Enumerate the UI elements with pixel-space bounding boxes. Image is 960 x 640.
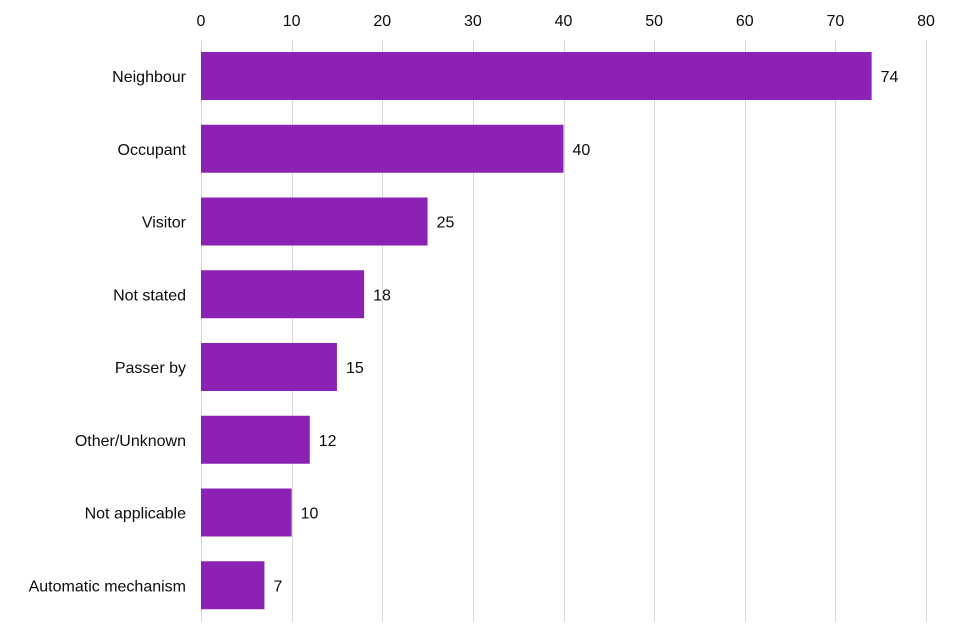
bar (201, 124, 564, 173)
data-label: 12 (319, 433, 337, 450)
x-tick-label: 60 (736, 13, 754, 30)
data-label: 10 (301, 506, 319, 523)
x-tick-label: 30 (464, 13, 482, 30)
category-label: Not applicable (85, 506, 187, 523)
data-label: 40 (573, 142, 591, 159)
x-tick-label: 80 (917, 13, 935, 30)
bar (201, 561, 265, 610)
bar (201, 343, 337, 391)
x-tick-label: 50 (645, 13, 663, 30)
category-label: Automatic mechanism (29, 578, 186, 595)
category-label: Passer by (115, 360, 186, 377)
data-labels: 74 40 25 18 15 12 10 7 (273, 69, 898, 595)
x-tick-label: 70 (826, 13, 844, 30)
bar (201, 270, 365, 319)
category-label: Not stated (113, 287, 186, 304)
x-tick-label: 0 (197, 13, 206, 30)
category-label: Occupant (118, 142, 187, 159)
x-tick-label: 10 (283, 13, 301, 30)
bars (201, 52, 872, 610)
data-label: 7 (273, 578, 282, 595)
category-label: Other/Unknown (75, 433, 186, 450)
bar (201, 415, 310, 464)
x-tick-label: 20 (373, 13, 391, 30)
category-labels: Neighbour Occupant Visitor Not stated Passer… (29, 69, 187, 595)
data-label: 15 (346, 360, 364, 377)
category-label: Visitor (142, 215, 187, 232)
data-label: 18 (373, 287, 391, 304)
x-axis-ticks: 0 10 20 30 40 50 60 70 80 (197, 13, 935, 30)
bar (201, 197, 428, 246)
bar (201, 52, 872, 100)
data-label: 25 (437, 215, 455, 232)
x-tick-label: 40 (555, 13, 573, 30)
bar (201, 488, 292, 537)
data-label: 74 (881, 69, 899, 86)
category-label: Neighbour (112, 69, 187, 86)
